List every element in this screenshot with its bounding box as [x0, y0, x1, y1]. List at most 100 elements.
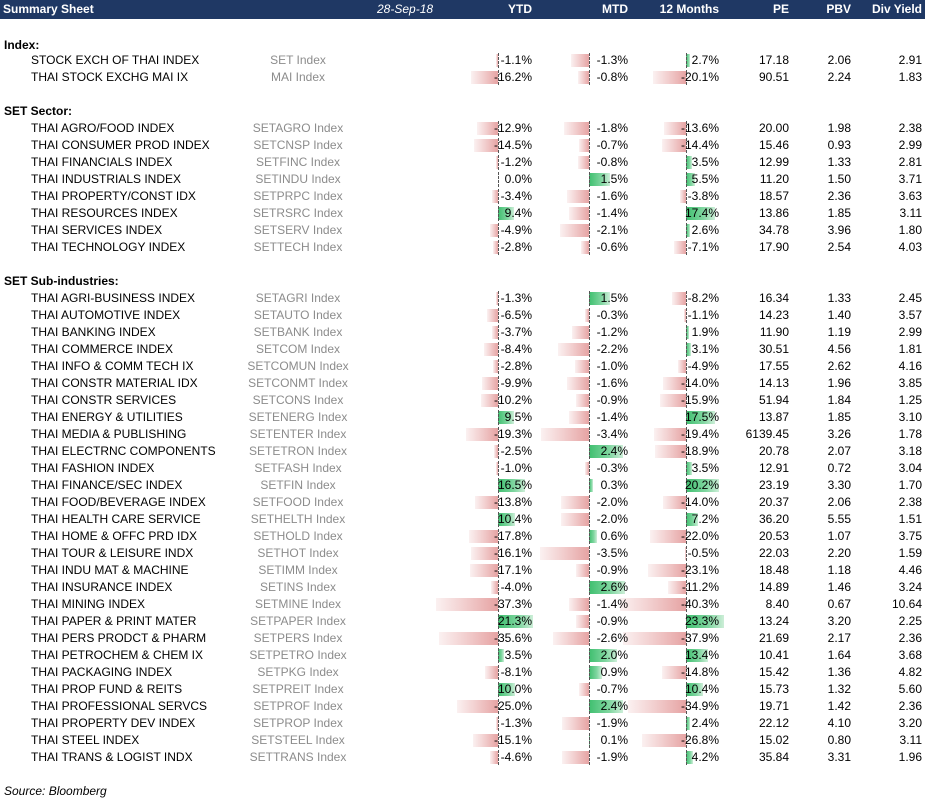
table-row: THAI BANKING INDEX SETBANK Index -3.7% -1.2…	[0, 324, 925, 341]
ytd-axis-line	[498, 529, 499, 544]
m12-bar	[686, 411, 715, 424]
mtd-value: -0.8%	[596, 155, 628, 169]
ytd-value: -35.6%	[493, 631, 532, 645]
m12-bar	[649, 530, 686, 543]
m12-bar	[672, 292, 686, 305]
pe-value: 15.73	[758, 682, 789, 696]
section-title: SET Sector:	[4, 104, 73, 118]
col-header-pe: PE	[772, 2, 789, 16]
m12-bar	[686, 54, 691, 67]
ytd-axis-line	[498, 172, 499, 187]
m12-value: -34.9%	[680, 699, 719, 713]
ytd-value: -2.8%	[500, 240, 532, 254]
m12-bar	[686, 683, 704, 696]
pe-value: 20.78	[758, 444, 789, 458]
m12-bar	[686, 462, 692, 475]
table-row: THAI PROFESSIONAL SERVCS SETPROF Index -25…	[0, 698, 925, 715]
ytd-value: -1.0%	[500, 461, 532, 475]
div-yield-value: 2.99	[898, 138, 922, 152]
mtd-bar	[576, 615, 589, 628]
table-row: THAI COMMERCE INDEX SETCOM Index -8.4% -2.2…	[0, 341, 925, 358]
mtd-axis-line	[589, 342, 590, 357]
mtd-axis-line	[589, 614, 590, 629]
ytd-axis-line	[498, 427, 499, 442]
m12-value: 2.4%	[691, 716, 719, 730]
pbv-value: 2.62	[827, 359, 851, 373]
ytd-axis-line	[498, 342, 499, 357]
mtd-value: -1.0%	[596, 359, 628, 373]
m12-bar	[667, 581, 686, 594]
m12-value: 10.4%	[684, 682, 719, 696]
index-name: THAI TOUR & LEISURE INDX	[31, 546, 194, 560]
mtd-axis-line	[589, 393, 590, 408]
mtd-value: -0.9%	[596, 563, 628, 577]
table-row: THAI SERVICES INDEX SETSERV Index -4.9% -2.…	[0, 222, 925, 239]
m12-bar	[686, 513, 698, 526]
ytd-bar	[496, 462, 498, 475]
mtd-axis-line	[589, 750, 590, 765]
ytd-bar	[468, 530, 498, 543]
pbv-value: 2.17	[827, 631, 851, 645]
ytd-axis-line	[498, 410, 499, 425]
m12-value: 2.6%	[691, 223, 719, 237]
ytd-bar	[495, 292, 498, 305]
ytd-axis-line	[498, 631, 499, 646]
ytd-value: 21.3%	[497, 614, 532, 628]
index-name: THAI TECHNOLOGY INDEX	[31, 240, 186, 254]
ytd-axis-line	[498, 240, 499, 255]
table-row: THAI CONSTR MATERIAL IDX SETCONMT Index -9…	[0, 375, 925, 392]
m12-value: 3.1%	[691, 342, 719, 356]
ytd-value: -15.1%	[493, 733, 532, 747]
m12-bar	[686, 224, 691, 237]
index-name: THAI CONSTR SERVICES	[31, 393, 177, 407]
mtd-bar	[541, 428, 589, 441]
mtd-axis-line	[589, 410, 590, 425]
mtd-value: -0.3%	[596, 461, 628, 475]
mtd-bar	[576, 564, 589, 577]
pbv-value: 2.54	[827, 240, 851, 254]
ytd-bar	[471, 547, 498, 560]
pbv-value: 1.64	[827, 648, 851, 662]
m12-value: 17.5%	[684, 410, 719, 424]
div-yield-value: 3.68	[898, 648, 922, 662]
div-yield-value: 1.70	[898, 478, 922, 492]
m12-axis-line	[686, 240, 687, 255]
pe-value: 35.84	[758, 750, 789, 764]
index-name: THAI RESOURCES INDEX	[31, 206, 178, 220]
index-name: THAI FINANCE/SEC INDEX	[31, 478, 183, 492]
index-name: THAI PACKAGING INDEX	[31, 665, 173, 679]
m12-value: 1.9%	[691, 325, 719, 339]
pbv-value: 3.26	[827, 427, 851, 441]
index-name: THAI HOME & OFFC PRD IDX	[31, 529, 198, 543]
ticker: SET Index	[270, 53, 326, 67]
index-name: THAI MEDIA & PUBLISHING	[31, 427, 187, 441]
mtd-axis-line	[589, 240, 590, 255]
m12-axis-line	[686, 546, 687, 561]
m12-axis-line	[686, 325, 687, 340]
mtd-value: -3.5%	[596, 546, 628, 560]
table-row: THAI FASHION INDEX SETFASH Index -1.0% -0.3…	[0, 460, 925, 477]
m12-axis-line	[686, 699, 687, 714]
ytd-value: -25.0%	[493, 699, 532, 713]
m12-axis-line	[686, 189, 687, 204]
sheet-title: Summary Sheet	[3, 2, 94, 16]
pe-value: 23.19	[758, 478, 789, 492]
index-name: THAI COMMERCE INDEX	[31, 342, 174, 356]
m12-value: 7.2%	[691, 512, 719, 526]
ytd-axis-line	[498, 478, 499, 493]
ytd-bar	[481, 377, 498, 390]
ytd-axis-line	[498, 580, 499, 595]
ticker: SETINS Index	[259, 580, 337, 594]
ytd-axis-line	[498, 733, 499, 748]
m12-value: 20.2%	[684, 478, 719, 492]
mtd-bar	[566, 377, 589, 390]
pbv-value: 1.33	[827, 155, 851, 169]
pbv-value: 1.36	[827, 665, 851, 679]
header-bar: Summary Sheet 28-Sep-18 YTD MTD 12 Month…	[0, 0, 925, 19]
index-name: THAI PROPERTY/CONST IDX	[31, 189, 196, 203]
m12-value: -37.9%	[680, 631, 719, 645]
div-yield-value: 2.36	[898, 631, 922, 645]
pbv-value: 1.50	[827, 172, 851, 186]
mtd-bar	[579, 683, 589, 696]
pe-value: 18.57	[758, 189, 789, 203]
